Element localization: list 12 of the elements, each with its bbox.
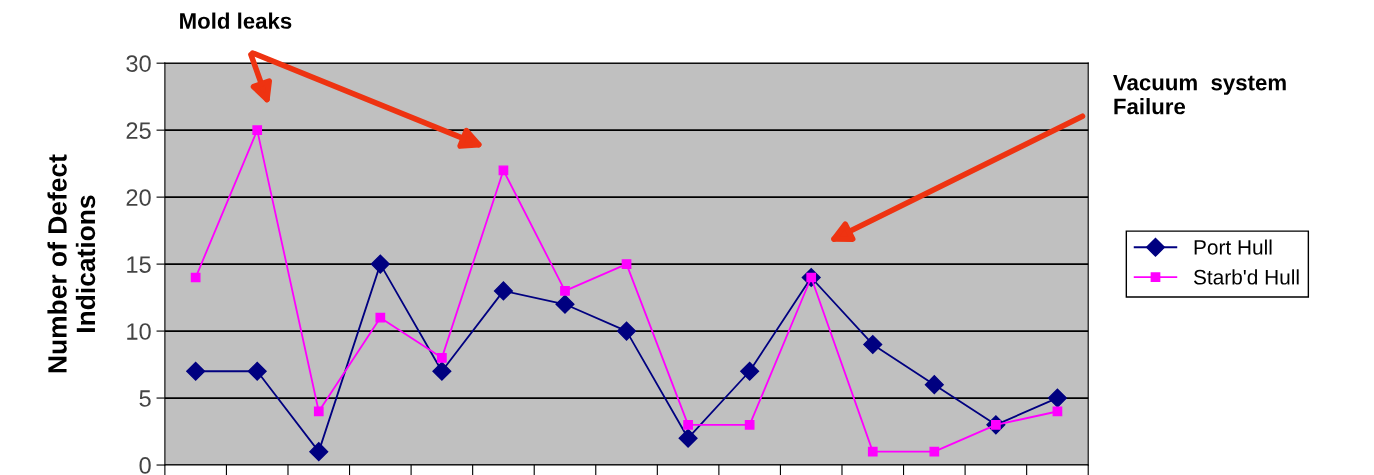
text: Vacuum system Failure bbox=[1113, 74, 1286, 115]
legend-label: Starb'd Hull bbox=[1193, 269, 1299, 285]
text: Mold leaks bbox=[180, 12, 292, 29]
y-tick-label: 30 bbox=[126, 55, 151, 72]
y-tick-label: 25 bbox=[126, 122, 151, 139]
y-tick-label: 10 bbox=[127, 323, 151, 340]
y-axis-title: Number of Defect Indications bbox=[47, 154, 96, 373]
y-tick-label: 5 bbox=[139, 390, 151, 407]
y-tick-label: 0 bbox=[139, 457, 151, 474]
y-tick-label: 15 bbox=[127, 256, 151, 273]
y-tick-label: 20 bbox=[126, 189, 151, 206]
legend-label: Port Hull bbox=[1194, 239, 1272, 255]
